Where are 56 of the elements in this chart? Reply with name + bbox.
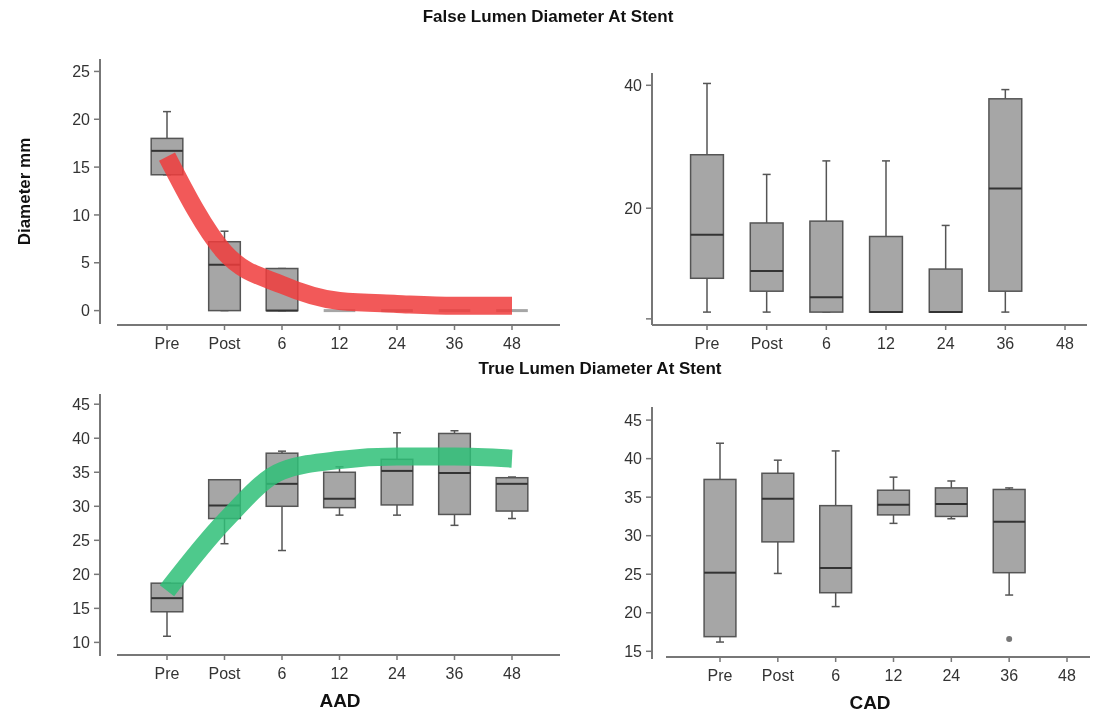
x-tick-label: 24 — [388, 665, 406, 682]
chart-title: False Lumen Diameter At Stent — [422, 7, 674, 26]
y-tick-label: 5 — [81, 254, 91, 272]
x-tick-label: 12 — [330, 335, 349, 352]
y-tick-label: 30 — [624, 527, 643, 545]
x-tick-label: 48 — [503, 335, 521, 352]
y-tick-label: 45 — [624, 411, 643, 429]
x-tick-label: Post — [208, 665, 242, 682]
x-tick-label: 36 — [445, 665, 464, 682]
y-tick-label: 40 — [72, 429, 91, 447]
x-tick-label: Pre — [154, 335, 180, 352]
x-tick-label: 24 — [936, 335, 955, 352]
x-tick-label: 6 — [277, 665, 287, 682]
y-tick-label: 35 — [624, 488, 643, 506]
y-tick-label: 40 — [624, 76, 643, 94]
y-axis-title: Diameter mm — [15, 137, 34, 246]
y-tick-label: 10 — [72, 206, 91, 224]
y-tick-label: 15 — [72, 599, 91, 617]
y-tick-label: 25 — [72, 531, 91, 549]
x-tick-label: 12 — [877, 335, 895, 352]
x-tick-label: Post — [761, 667, 795, 684]
x-tick-label: 6 — [821, 335, 831, 352]
x-tick-label: Pre — [707, 667, 733, 684]
y-tick-label: 45 — [72, 395, 91, 413]
text: True Lumen Diameter At Stent — [478, 359, 722, 378]
x-tick-label: 36 — [996, 335, 1015, 352]
y-tick-label: 30 — [72, 497, 91, 515]
y-tick-label: 15 — [624, 642, 643, 660]
y-tick-label: 40 — [624, 450, 643, 468]
x-tick-label: 12 — [884, 667, 903, 684]
y-tick-label: 20 — [624, 199, 643, 217]
x-tick-label: 48 — [503, 665, 521, 682]
y-tick-label: 0 — [81, 302, 91, 320]
x-tick-label: 36 — [445, 335, 464, 352]
x-tick-label: 48 — [1058, 667, 1076, 684]
x-tick-label: Post — [208, 335, 242, 352]
x-tick-label: 12 — [330, 665, 349, 682]
y-tick-label: 20 — [72, 565, 91, 583]
x-axis-title: CAD — [849, 692, 891, 713]
x-tick-label: Post — [750, 335, 784, 352]
x-tick-label: Pre — [154, 665, 180, 682]
y-tick-label: 20 — [72, 110, 91, 128]
x-tick-label: 36 — [1000, 667, 1019, 684]
y-tick-label: 35 — [72, 463, 91, 481]
y-tick-label: 25 — [72, 63, 91, 81]
x-tick-label: 6 — [277, 335, 287, 352]
x-tick-label: 24 — [388, 335, 406, 352]
x-tick-label: Pre — [694, 335, 720, 352]
y-tick-label: 25 — [624, 565, 643, 583]
x-axis-title: AAD — [319, 690, 361, 711]
x-tick-label: 6 — [831, 667, 841, 684]
x-tick-label: 48 — [1056, 335, 1074, 352]
x-tick-label: 24 — [942, 667, 961, 684]
y-tick-label: 10 — [72, 633, 91, 651]
y-tick-label: 15 — [72, 158, 91, 176]
y-tick-label: 20 — [624, 604, 643, 622]
